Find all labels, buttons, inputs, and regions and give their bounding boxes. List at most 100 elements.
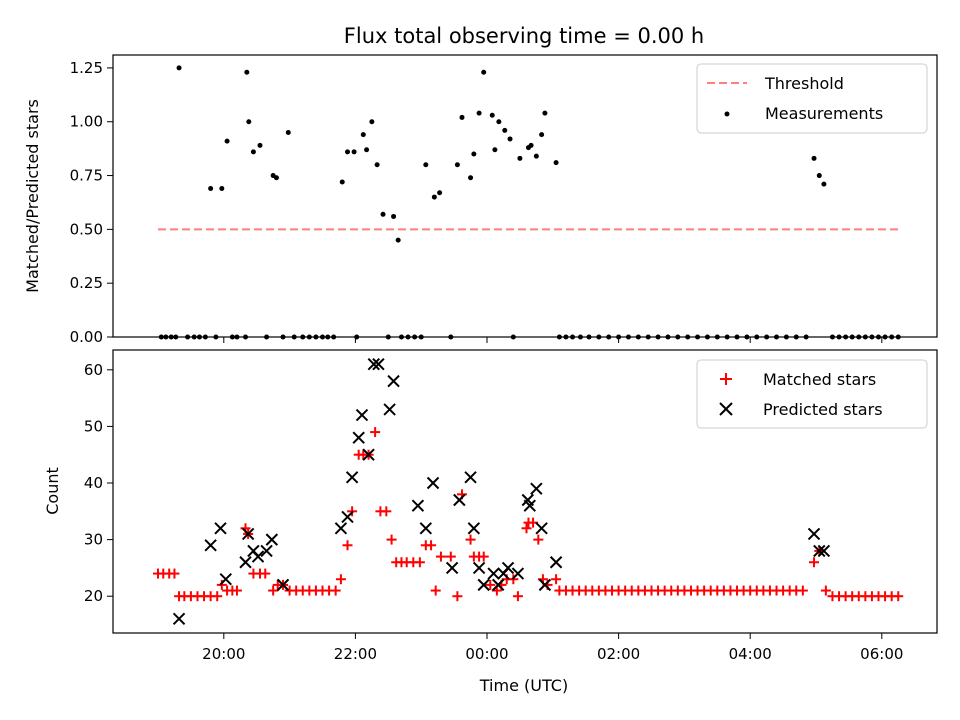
x-tick-label: 20:00 [202, 645, 245, 663]
measurements-point [695, 334, 701, 340]
y-tick-label: 0.25 [70, 274, 103, 292]
x-tick-label: 00:00 [465, 645, 508, 663]
y-tick-label: 60 [84, 361, 103, 379]
measurements-point [542, 110, 548, 116]
predicted-stars-point [530, 482, 543, 495]
matched-stars-point [435, 551, 446, 562]
matched-stars-point [452, 591, 463, 602]
predicted-stars-point [511, 567, 525, 580]
measurements-point [774, 334, 780, 340]
matched-legend-marker [720, 373, 732, 385]
measurements-point [325, 334, 331, 340]
matched-stars-point [268, 585, 279, 596]
measurements-point [528, 142, 534, 148]
matched-stars-point [512, 591, 523, 602]
measurements-point [489, 112, 495, 118]
top-panel: Flux total observing time = 0.00 h 0.000… [23, 24, 938, 346]
measurements-point [764, 334, 770, 340]
measurements-point [793, 334, 799, 340]
predicted-stars-point [453, 493, 466, 507]
measurements-point [616, 334, 622, 340]
predicted-stars-point [813, 544, 826, 558]
measurements-point [264, 334, 270, 340]
measurements-point [173, 334, 179, 340]
measurements-point [849, 334, 855, 340]
measurements-point [510, 334, 516, 340]
measurements-point [563, 334, 569, 340]
measurements-point [202, 334, 208, 340]
measurements-point [821, 181, 827, 187]
predicted-stars-point [276, 578, 290, 592]
y-tick-label: 0.50 [70, 220, 103, 238]
measurements-point [229, 334, 235, 340]
matched-stars-point [809, 557, 820, 568]
measurements-point [816, 173, 822, 179]
x-tick-label: 04:00 [729, 645, 772, 663]
matched-stars-point [820, 585, 831, 596]
measurements-point [533, 153, 539, 159]
measurements-point [369, 119, 375, 125]
predicted-stars-point [426, 476, 440, 490]
measurements-point [586, 334, 592, 340]
matched-stars-point [426, 540, 437, 551]
bottom-x-axis: 20:00 22:00 00:00 02:00 04:00 06:00 [202, 633, 903, 663]
matched-stars-point [551, 574, 562, 585]
top-chart-title: Flux total observing time = 0.00 h [344, 24, 704, 48]
matched-stars-point [893, 591, 904, 602]
x-tick-label: 22:00 [334, 645, 377, 663]
predicted-stars-point [535, 522, 548, 535]
measurements-point [291, 334, 297, 340]
measurements-point [374, 162, 380, 168]
predicted-stars-point [383, 403, 396, 416]
predicted-stars-point [265, 533, 279, 546]
matched-stars-point [212, 591, 223, 602]
measurements-point [331, 334, 337, 340]
top-legend: Threshold Measurements [696, 63, 928, 134]
predicted-stars-point [341, 510, 354, 524]
measurements-point [320, 334, 325, 340]
measurements-point [196, 334, 202, 340]
bottom-x-axis-label: Time (UTC) [479, 676, 568, 695]
measurements-point [496, 119, 502, 125]
matched-stars-point [169, 568, 180, 579]
measurements-point [273, 175, 279, 181]
matched-stars-point [386, 534, 397, 545]
measurements-point [246, 119, 252, 125]
measurements-point [502, 127, 508, 133]
predicted-stars-point [807, 527, 821, 541]
matched-stars-point [445, 551, 456, 562]
measurements-point [876, 334, 882, 340]
measurements-point [862, 334, 868, 340]
measurements-point [208, 185, 214, 191]
measurements-point [882, 334, 888, 340]
measurements-point [783, 334, 789, 340]
predicted-stars-point [362, 448, 375, 461]
measurements-point [244, 69, 250, 75]
measurements-point [856, 334, 862, 340]
matched-stars-point [216, 579, 227, 590]
measurements-point [168, 334, 174, 340]
bottom-legend: Matched stars Predicted stars [696, 359, 928, 429]
measurements-point [431, 194, 437, 200]
predicted-stars-point [464, 471, 477, 484]
x-tick-label: 06:00 [860, 645, 903, 663]
matched-stars-point [342, 540, 353, 551]
measurements-point [606, 334, 612, 340]
measurements-point [418, 334, 424, 340]
predicted-stars-point [241, 527, 255, 541]
matched-stars-point [478, 551, 489, 562]
predicted-stars-point [549, 556, 563, 569]
y-tick-label: 50 [84, 417, 103, 435]
measurements-point [803, 334, 809, 340]
measurements-point [459, 114, 465, 120]
predicted-stars-point [372, 357, 385, 371]
measurements-point [754, 334, 760, 340]
measurements-legend-label: Measurements [765, 104, 883, 123]
matched-stars-point [370, 427, 381, 438]
predicted-stars-point [251, 550, 265, 563]
measurements-point [300, 334, 306, 340]
measurements-point [675, 334, 681, 340]
measurements-point [285, 129, 291, 135]
measurements-point [492, 147, 498, 153]
